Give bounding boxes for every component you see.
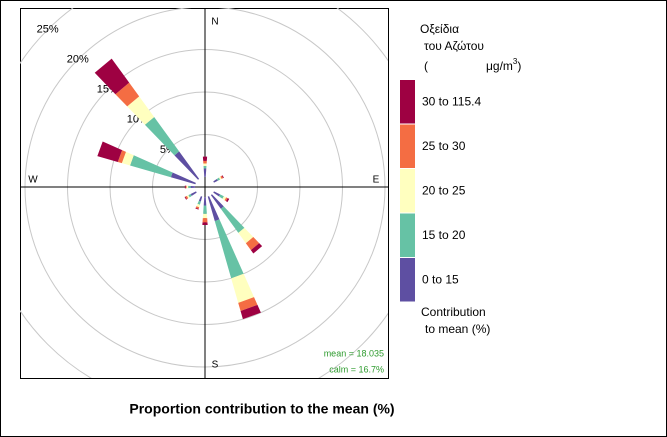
legend-swatch — [400, 169, 415, 213]
rose-segment — [196, 203, 200, 208]
rose-segment — [203, 196, 207, 206]
rose-segment — [210, 194, 224, 209]
ring-label: 20% — [67, 54, 89, 66]
legend-footer: Contribution — [421, 305, 486, 319]
legend-title: Οξείδια — [420, 22, 459, 36]
rose-segment — [94, 58, 130, 95]
rose-segment — [238, 227, 254, 244]
ring-label: 25% — [37, 24, 59, 36]
rose-segment — [222, 196, 227, 201]
legend-swatch — [400, 80, 415, 124]
legend-swatch — [400, 213, 415, 257]
rose-segment — [203, 205, 207, 214]
rose-segment — [250, 243, 263, 254]
rose-segment — [186, 195, 190, 199]
rose-segment — [188, 185, 191, 189]
legend-swatch — [400, 124, 415, 168]
legend-label: 15 to 20 — [422, 228, 466, 242]
rose-segment — [185, 195, 189, 200]
rose-segment — [184, 185, 186, 189]
annotation: calm = 16.7% — [329, 364, 384, 374]
legend-swatch — [400, 258, 415, 302]
rose-segment — [231, 273, 255, 303]
rose-segment — [203, 166, 207, 169]
rose-segment — [220, 206, 245, 233]
rose-segment — [115, 82, 140, 107]
rose-segment — [174, 151, 200, 180]
legend-unit: ( μg/m3) — [424, 57, 521, 73]
legend-unit-part: 3 — [513, 57, 518, 66]
rose-segment — [213, 191, 221, 197]
rose-segment — [240, 304, 261, 320]
rose-segment — [198, 196, 203, 202]
rose-segment — [207, 196, 220, 222]
compass-label: E — [373, 175, 380, 186]
rose-segment — [202, 218, 208, 223]
legend-title: του Αζώτου — [424, 39, 484, 53]
rose-segment — [130, 155, 173, 178]
rose-segment — [225, 198, 230, 203]
rose-segment — [245, 236, 260, 251]
legend-unit-part: ( — [424, 59, 428, 73]
rose-segment — [202, 222, 208, 225]
rose-segment — [213, 179, 218, 183]
legend-unit-part: μg/m — [486, 59, 513, 73]
compass-label: W — [28, 175, 38, 186]
legend-label: 0 to 15 — [422, 272, 459, 286]
rose-segment — [214, 219, 244, 279]
rose-segment — [202, 156, 208, 161]
rose-segment — [117, 150, 126, 164]
rose-segment — [186, 185, 189, 189]
legend-label: 20 to 25 — [422, 183, 466, 197]
compass-label: N — [211, 17, 218, 28]
chart-title: Proportion contribution to the mean (%) — [129, 401, 394, 417]
rose-segment — [185, 185, 187, 189]
rose-segment — [188, 193, 192, 198]
rose-segment — [203, 163, 207, 167]
rose-segment — [203, 160, 207, 164]
rose-segment — [224, 197, 228, 202]
rose-segment — [170, 172, 196, 185]
rose-segment — [195, 207, 199, 210]
rose-segment — [190, 191, 197, 196]
compass-label: S — [212, 360, 219, 371]
rose-segment — [184, 196, 187, 200]
rose-segment — [220, 175, 224, 179]
legend-footer: to mean (%) — [425, 322, 490, 336]
rose-segment — [197, 200, 201, 205]
legend-unit-part: ) — [517, 59, 521, 73]
rose-segment — [127, 96, 155, 125]
rose-segment — [202, 213, 208, 219]
rose-segment — [121, 151, 134, 166]
rose-segment — [97, 141, 123, 162]
rose-segment — [195, 206, 200, 209]
rose-segment — [216, 177, 221, 181]
rose-segment — [238, 297, 258, 312]
annotation: mean = 18.035 — [324, 348, 384, 358]
rose-segment — [144, 117, 180, 156]
rose-segment — [218, 176, 222, 180]
rose-segment — [221, 175, 224, 179]
legend-label: 25 to 30 — [422, 139, 466, 153]
legend-label: 30 to 115.4 — [422, 94, 481, 108]
rose-segment — [203, 168, 207, 178]
rose-segment — [190, 186, 196, 188]
rose-segment — [218, 194, 224, 199]
